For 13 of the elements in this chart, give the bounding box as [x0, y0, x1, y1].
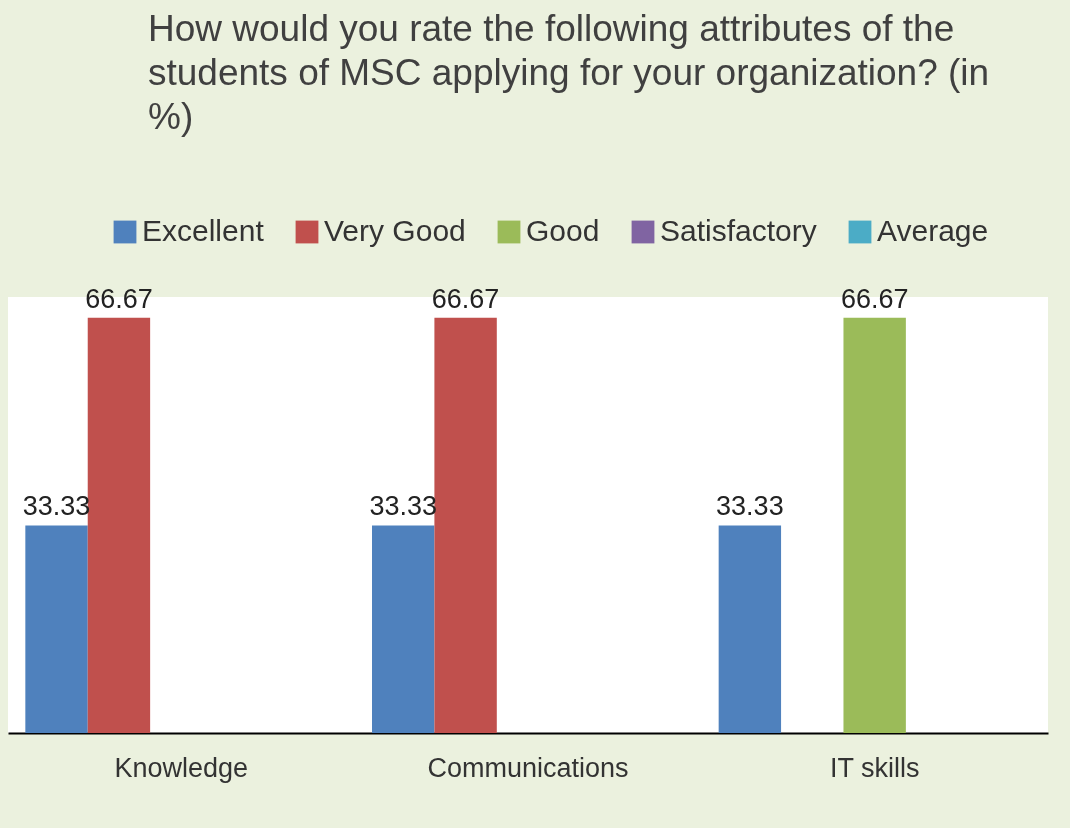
chart-title: How would you rate the following attributes of the students of MSC applying for your organization? (in %) — [148, 8, 990, 137]
legend-label: Excellent — [142, 214, 265, 247]
data-label: 33.33 — [716, 491, 784, 522]
data-label: 66.67 — [840, 283, 909, 314]
x-tick-label: IT skills — [829, 752, 920, 783]
legend-label: Average — [877, 214, 989, 247]
data-label: 66.67 — [431, 283, 500, 314]
legend-label: Satisfactory — [660, 214, 817, 247]
x-tick-label: Knowledge — [114, 752, 249, 783]
legend-label: Very Good — [324, 214, 466, 247]
x-tick-label: Communications — [427, 752, 629, 783]
legend-label: Good — [526, 214, 600, 247]
data-label: 66.67 — [85, 283, 153, 314]
